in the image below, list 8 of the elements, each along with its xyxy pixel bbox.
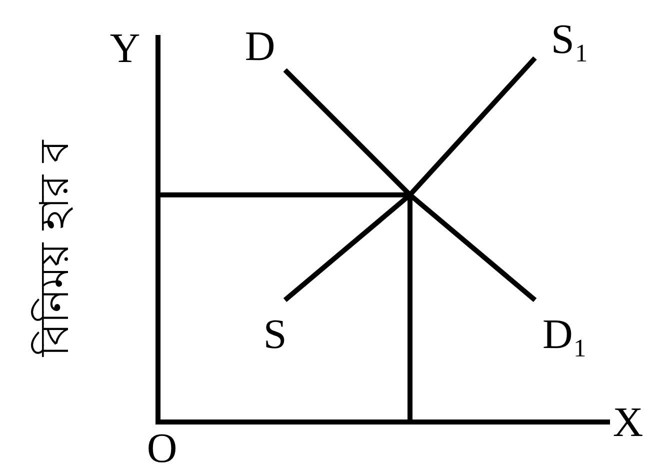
text: Y xyxy=(110,26,140,72)
annotation: D xyxy=(244,24,276,70)
text: X xyxy=(612,400,644,446)
annotation: D₁ xyxy=(542,312,588,358)
annotation: S xyxy=(263,312,287,358)
y-axis-title: বিনিময় হার ব xyxy=(31,139,78,358)
annotation: S₁ xyxy=(550,17,590,63)
text: O xyxy=(146,426,178,469)
